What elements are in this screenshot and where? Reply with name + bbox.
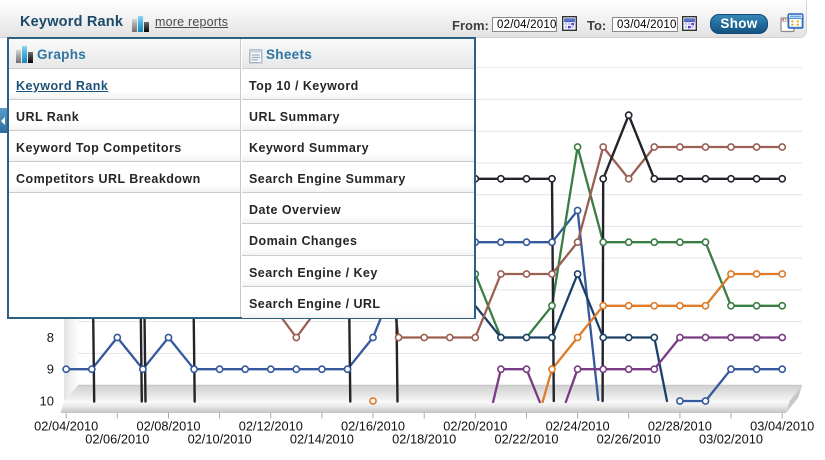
svg-text:8: 8 <box>47 330 54 345</box>
svg-text:02/12/2010: 02/12/2010 <box>239 419 303 434</box>
svg-text:02/06/2010: 02/06/2010 <box>85 432 149 447</box>
svg-text:02/16/2010: 02/16/2010 <box>341 419 405 434</box>
svg-text:02/24/2010: 02/24/2010 <box>546 419 610 434</box>
svg-text:02/10/2010: 02/10/2010 <box>188 432 252 447</box>
svg-text:02/20/2010: 02/20/2010 <box>443 419 507 434</box>
svg-text:02/08/2010: 02/08/2010 <box>136 419 200 434</box>
svg-text:02/04/2010: 02/04/2010 <box>34 419 98 434</box>
svg-text:9: 9 <box>47 362 54 377</box>
svg-text:03/04/2010: 03/04/2010 <box>750 419 814 434</box>
svg-text:02/22/2010: 02/22/2010 <box>494 432 558 447</box>
svg-text:02/18/2010: 02/18/2010 <box>392 432 456 447</box>
svg-text:02/28/2010: 02/28/2010 <box>648 419 712 434</box>
svg-text:02/26/2010: 02/26/2010 <box>597 432 661 447</box>
svg-text:03/02/2010: 03/02/2010 <box>699 432 763 447</box>
svg-text:02/14/2010: 02/14/2010 <box>290 432 354 447</box>
svg-text:10: 10 <box>40 394 54 409</box>
